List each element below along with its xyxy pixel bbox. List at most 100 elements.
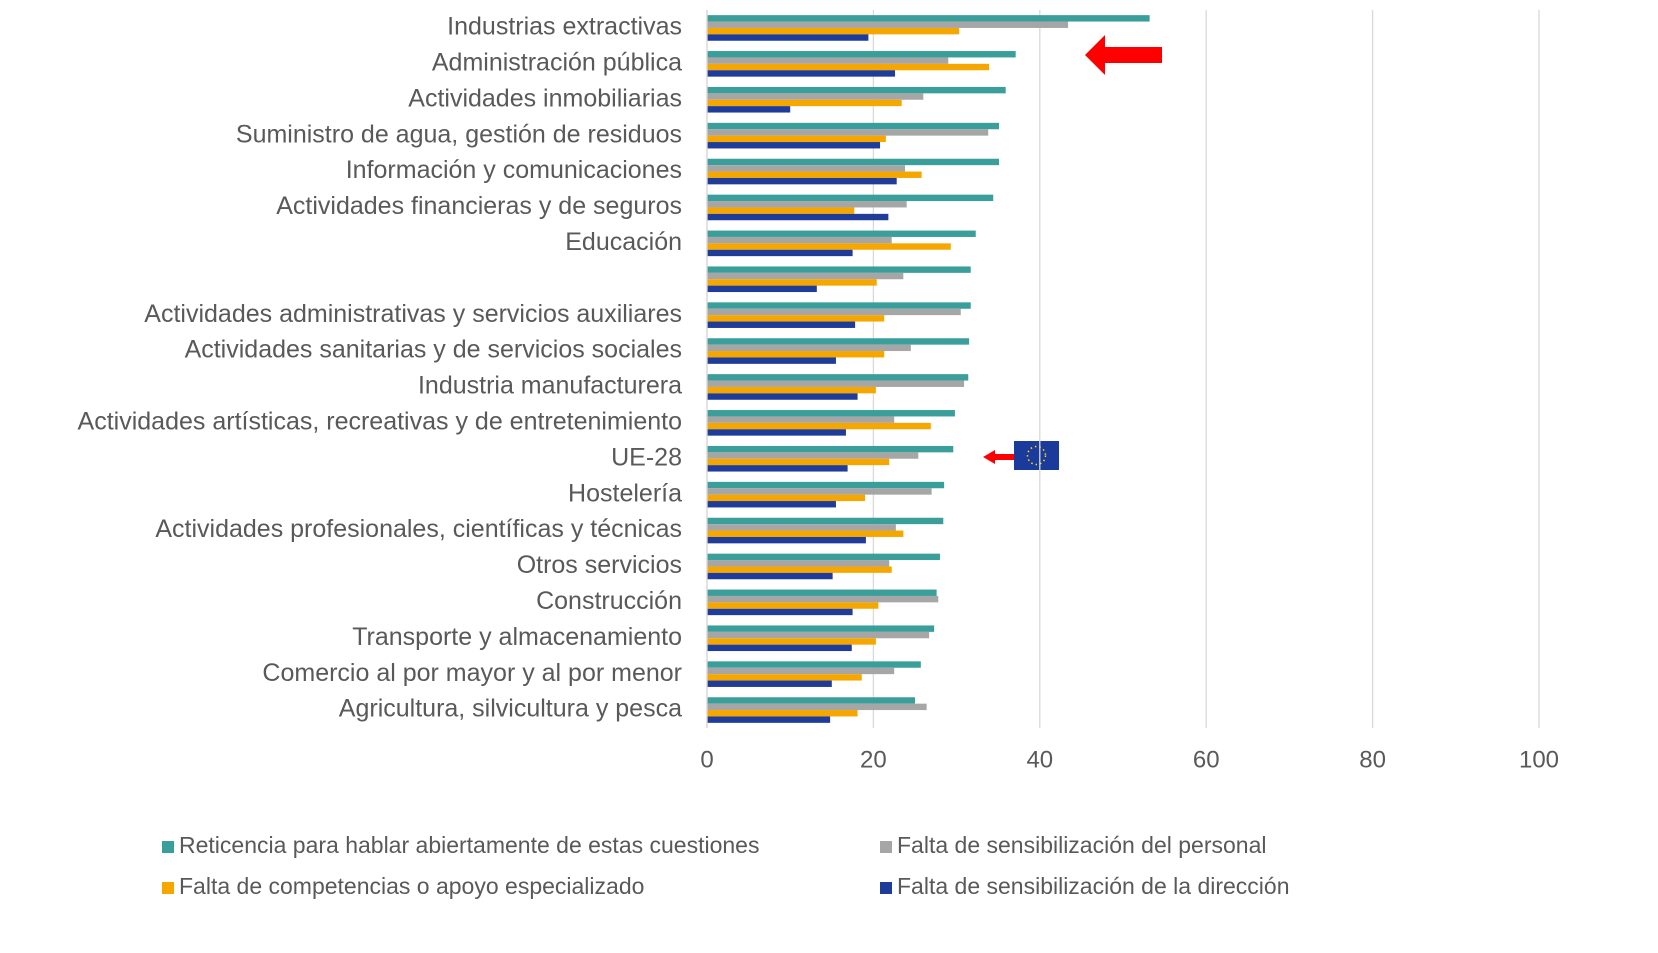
legend-label: Falta de sensibilización del personal bbox=[897, 832, 1267, 858]
bar bbox=[707, 135, 886, 143]
bar bbox=[707, 553, 940, 561]
y-tick-label: Otros servicios bbox=[517, 551, 682, 579]
bar bbox=[707, 177, 897, 185]
y-tick-label: Agricultura, silvicultura y pesca bbox=[339, 695, 682, 723]
bar bbox=[707, 589, 937, 596]
bar bbox=[707, 279, 877, 286]
y-tick-label: Industria manufacturera bbox=[418, 372, 682, 400]
bar bbox=[707, 201, 907, 208]
bar bbox=[707, 422, 931, 430]
bar bbox=[707, 243, 951, 250]
y-tick-label: Administración pública bbox=[432, 48, 682, 76]
bar bbox=[707, 165, 906, 172]
bar bbox=[707, 63, 990, 71]
bar bbox=[707, 429, 846, 436]
bar bbox=[707, 452, 919, 459]
y-tick-label: Industrias extractivas bbox=[447, 13, 682, 41]
bar bbox=[707, 93, 924, 100]
bar bbox=[707, 674, 862, 681]
bar bbox=[707, 638, 876, 645]
bar bbox=[707, 661, 921, 668]
bar bbox=[707, 536, 866, 544]
y-tick-label: Actividades inmobiliarias bbox=[408, 84, 682, 112]
bar bbox=[707, 194, 994, 202]
bar bbox=[707, 644, 852, 652]
bar bbox=[707, 213, 889, 221]
legend-swatch bbox=[880, 882, 892, 894]
bar bbox=[707, 15, 1150, 22]
eu-flag bbox=[983, 441, 1059, 470]
y-tick-label: Transporte y almacenamiento bbox=[352, 623, 682, 651]
bar bbox=[707, 344, 911, 352]
bar bbox=[707, 530, 904, 537]
bar bbox=[707, 608, 853, 616]
bar bbox=[707, 315, 885, 322]
bar bbox=[707, 357, 836, 364]
bar bbox=[707, 158, 1000, 166]
y-tick-label: Suministro de agua, gestión de residuos bbox=[236, 120, 682, 148]
x-tick-label: 0 bbox=[700, 746, 713, 773]
bar bbox=[707, 122, 1000, 130]
bar bbox=[707, 416, 895, 423]
y-tick-label: Actividades administrativas y servicios … bbox=[144, 300, 682, 328]
bar bbox=[707, 481, 945, 489]
bar bbox=[707, 236, 892, 244]
legend-swatch bbox=[162, 841, 174, 853]
bar bbox=[707, 710, 858, 717]
y-tick-label: Actividades profesionales, científicas y… bbox=[155, 515, 682, 543]
bar bbox=[707, 697, 915, 704]
y-tick-label: Actividades sanitarias y de servicios so… bbox=[185, 336, 682, 364]
bar bbox=[707, 445, 954, 453]
bar bbox=[707, 625, 935, 632]
bar bbox=[707, 374, 969, 381]
bar bbox=[707, 21, 1069, 28]
bar bbox=[707, 488, 932, 495]
bar bbox=[707, 302, 971, 309]
y-tick-label: Educación bbox=[565, 228, 682, 256]
x-tick-label: 80 bbox=[1359, 746, 1386, 773]
x-tick-label: 20 bbox=[860, 746, 887, 773]
bar bbox=[707, 338, 970, 345]
bar bbox=[707, 266, 971, 273]
bar bbox=[707, 524, 896, 531]
bar bbox=[707, 207, 855, 214]
bar bbox=[707, 249, 853, 257]
bar bbox=[707, 716, 831, 723]
bar bbox=[707, 86, 1006, 94]
y-tick-label: Actividades financieras y de seguros bbox=[276, 192, 682, 220]
bar bbox=[707, 566, 892, 573]
bar bbox=[707, 667, 895, 675]
bar bbox=[707, 230, 976, 237]
x-tick-label: 40 bbox=[1026, 746, 1053, 773]
legend-label: Reticencia para hablar abiertamente de e… bbox=[179, 832, 759, 858]
bar bbox=[707, 602, 879, 609]
x-tick-label: 60 bbox=[1193, 746, 1220, 773]
legend-swatch bbox=[880, 841, 892, 853]
annotation-arrow bbox=[1085, 35, 1162, 75]
y-tick-label: UE-28 bbox=[611, 443, 682, 471]
bar bbox=[707, 680, 832, 687]
bar bbox=[707, 631, 930, 639]
legend-label: Falta de competencias o apoyo especializ… bbox=[179, 873, 644, 899]
y-tick-label: Comercio al por mayor y al por menor bbox=[262, 659, 682, 687]
y-tick-label: Construcción bbox=[536, 587, 682, 615]
bar bbox=[707, 142, 881, 149]
bar bbox=[707, 393, 858, 400]
bar bbox=[707, 51, 1016, 58]
x-tick-label: 100 bbox=[1519, 746, 1559, 773]
bar bbox=[707, 595, 939, 603]
bar bbox=[707, 517, 944, 525]
bar bbox=[707, 285, 817, 293]
y-tick-label: Hostelería bbox=[568, 479, 682, 507]
legend-swatch bbox=[162, 882, 174, 894]
bar bbox=[707, 70, 896, 77]
bar bbox=[707, 703, 927, 711]
bar bbox=[707, 171, 922, 178]
y-tick-label: Actividades artísticas, recreativas y de… bbox=[78, 407, 682, 435]
legend-label: Falta de sensibilización de la dirección bbox=[897, 873, 1290, 899]
bar bbox=[707, 106, 791, 113]
bar bbox=[707, 321, 856, 328]
bar bbox=[707, 380, 965, 387]
bar bbox=[707, 27, 960, 35]
